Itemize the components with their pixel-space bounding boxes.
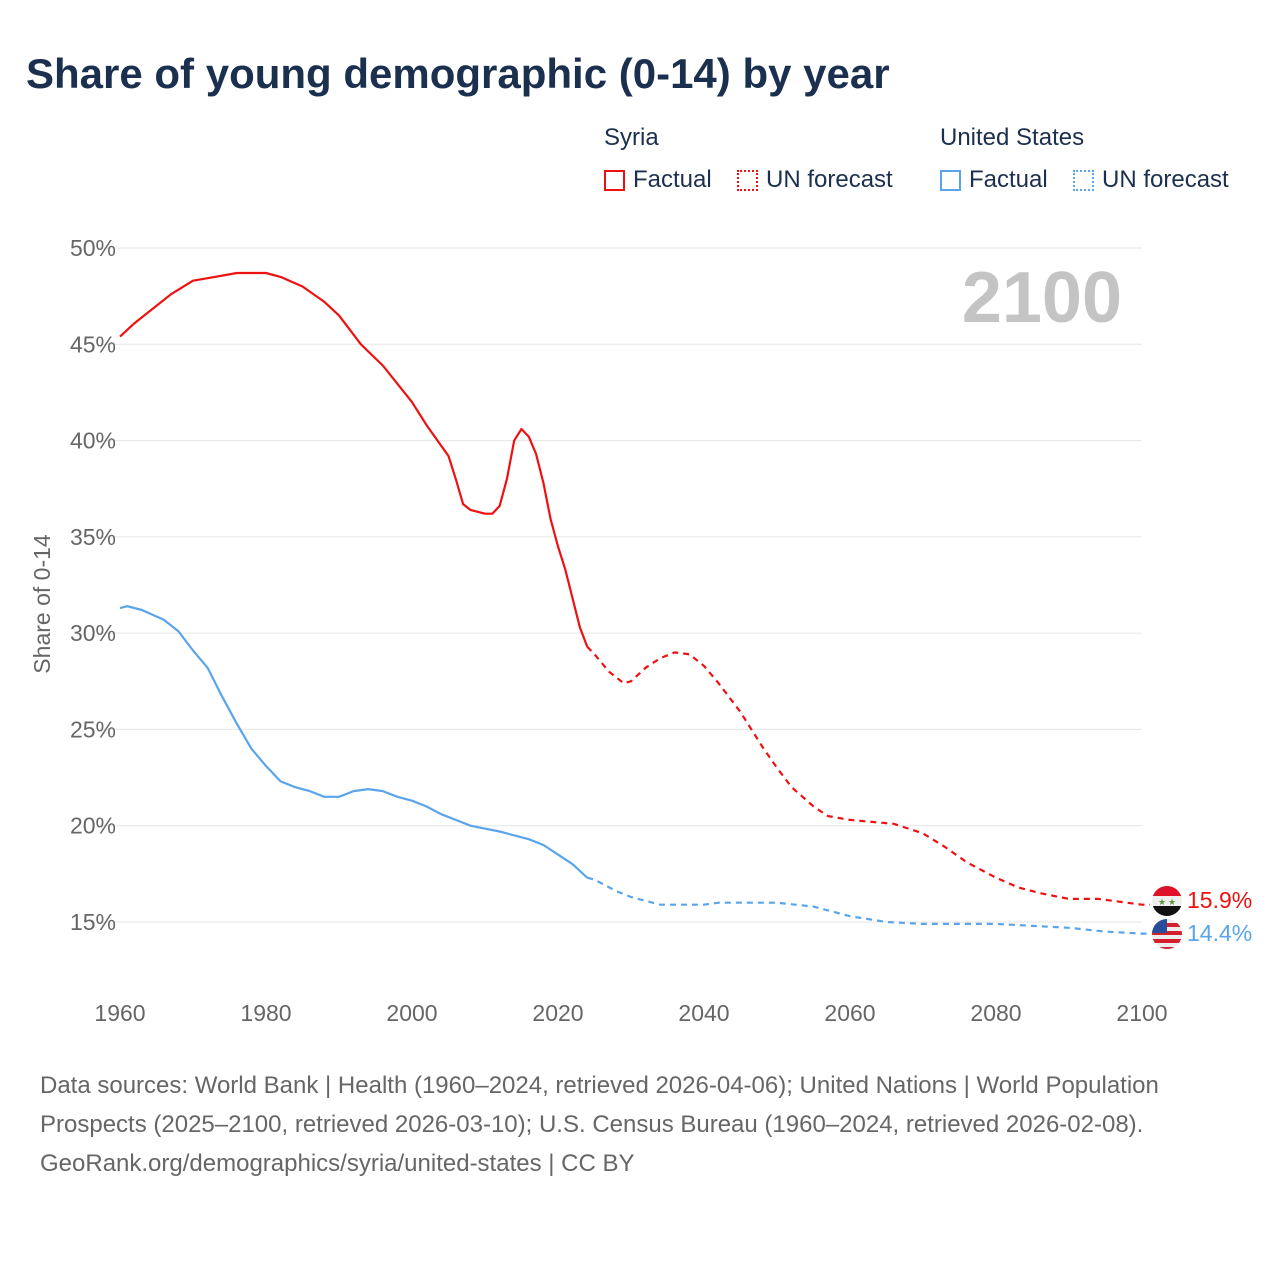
y-tick-label: 30% <box>70 620 116 646</box>
us-forecast-line <box>586 876 1150 935</box>
y-tick-label: 45% <box>70 331 116 357</box>
svg-text:★: ★ <box>1168 897 1176 907</box>
footer: Data sources: World Bank | Health (1960–… <box>40 1066 1240 1183</box>
legend-group-syria: Syria <box>604 124 659 151</box>
legend-label: Factual <box>633 166 712 193</box>
x-tick-label: 2040 <box>678 1000 729 1026</box>
y-tick-label: 15% <box>70 909 116 935</box>
syria-forecast-line <box>586 645 1150 906</box>
x-tick-label: 1980 <box>240 1000 291 1026</box>
x-tick-label: 2060 <box>824 1000 875 1026</box>
solid-swatch-icon <box>940 169 961 191</box>
legend-label: UN forecast <box>1102 166 1229 193</box>
dotted-swatch-icon <box>1073 169 1094 191</box>
dotted-swatch-icon <box>737 169 758 191</box>
legend-group-us: United States <box>940 124 1085 151</box>
y-tick-label: 40% <box>70 428 116 454</box>
legend-syria-factual[interactable]: Factual <box>604 166 712 194</box>
plot-area: 15% 20% 25% 30% 35% 40% 45% 50% 1960 1980 2000 2020… <box>29 235 1252 1026</box>
legend-syria-forecast[interactable]: UN forecast <box>737 166 893 194</box>
us-flag-icon <box>1152 919 1182 949</box>
y-tick-label: 35% <box>70 524 116 550</box>
legend-us-forecast[interactable]: UN forecast <box>1073 166 1229 194</box>
x-tick-label: 2080 <box>970 1000 1021 1026</box>
legend-label: Factual <box>969 166 1048 193</box>
y-tick-label: 25% <box>70 716 116 742</box>
syria-end-label: 15.9% <box>1187 887 1252 913</box>
y-tick-label: 20% <box>70 813 116 839</box>
x-tick-label: 2000 <box>386 1000 437 1026</box>
x-tick-label: 2020 <box>532 1000 583 1026</box>
data-sources: Data sources: World Bank | Health (1960–… <box>40 1072 1159 1138</box>
legend-us-factual[interactable]: Factual <box>940 166 1048 194</box>
us-end-label: 14.4% <box>1187 920 1252 946</box>
legend-label: UN forecast <box>766 166 893 193</box>
solid-swatch-icon <box>604 169 625 191</box>
syria-factual-line <box>119 271 589 647</box>
svg-text:★: ★ <box>1158 897 1166 907</box>
x-tick-label: 2100 <box>1116 1000 1167 1026</box>
y-axis-label: Share of 0-14 <box>29 534 55 674</box>
us-factual-line <box>119 605 588 879</box>
syria-flag-icon: ★ ★ <box>1152 886 1182 916</box>
chart-title: Share of young demographic (0-14) by yea… <box>26 50 890 97</box>
year-watermark: 2100 <box>962 258 1122 338</box>
credit-link[interactable]: GeoRank.org/demographics/syria/united-st… <box>40 1150 635 1177</box>
x-tick-label: 1960 <box>94 1000 145 1026</box>
y-tick-label: 50% <box>70 235 116 261</box>
